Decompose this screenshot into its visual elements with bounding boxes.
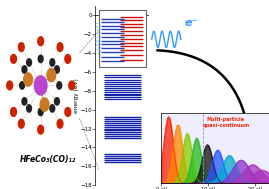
- Circle shape: [38, 37, 44, 46]
- Y-axis label: energy (eV): energy (eV): [74, 78, 79, 113]
- Circle shape: [27, 105, 31, 112]
- Circle shape: [18, 119, 24, 128]
- Circle shape: [22, 98, 27, 105]
- Circle shape: [50, 59, 55, 66]
- Circle shape: [57, 43, 63, 52]
- Text: Multi-particle
quasi-continuum: Multi-particle quasi-continuum: [202, 117, 250, 128]
- Circle shape: [57, 82, 62, 89]
- Text: e⁻: e⁻: [184, 19, 197, 28]
- Circle shape: [22, 66, 27, 73]
- Circle shape: [24, 73, 33, 86]
- Circle shape: [38, 55, 43, 63]
- Circle shape: [50, 105, 55, 112]
- Circle shape: [7, 81, 13, 90]
- Circle shape: [18, 43, 24, 52]
- Circle shape: [65, 108, 71, 116]
- Circle shape: [40, 98, 49, 111]
- Circle shape: [34, 76, 47, 95]
- Circle shape: [57, 119, 63, 128]
- Circle shape: [20, 82, 24, 89]
- Bar: [99, 10, 146, 67]
- Circle shape: [11, 54, 16, 63]
- Circle shape: [65, 54, 71, 63]
- Circle shape: [11, 108, 16, 116]
- Circle shape: [55, 66, 59, 73]
- Circle shape: [55, 98, 59, 105]
- Circle shape: [38, 125, 44, 134]
- Circle shape: [38, 108, 43, 116]
- Circle shape: [69, 81, 75, 90]
- Text: HFeCo₃(CO)₁₂: HFeCo₃(CO)₁₂: [20, 155, 77, 164]
- Circle shape: [47, 68, 56, 82]
- Circle shape: [27, 59, 31, 66]
